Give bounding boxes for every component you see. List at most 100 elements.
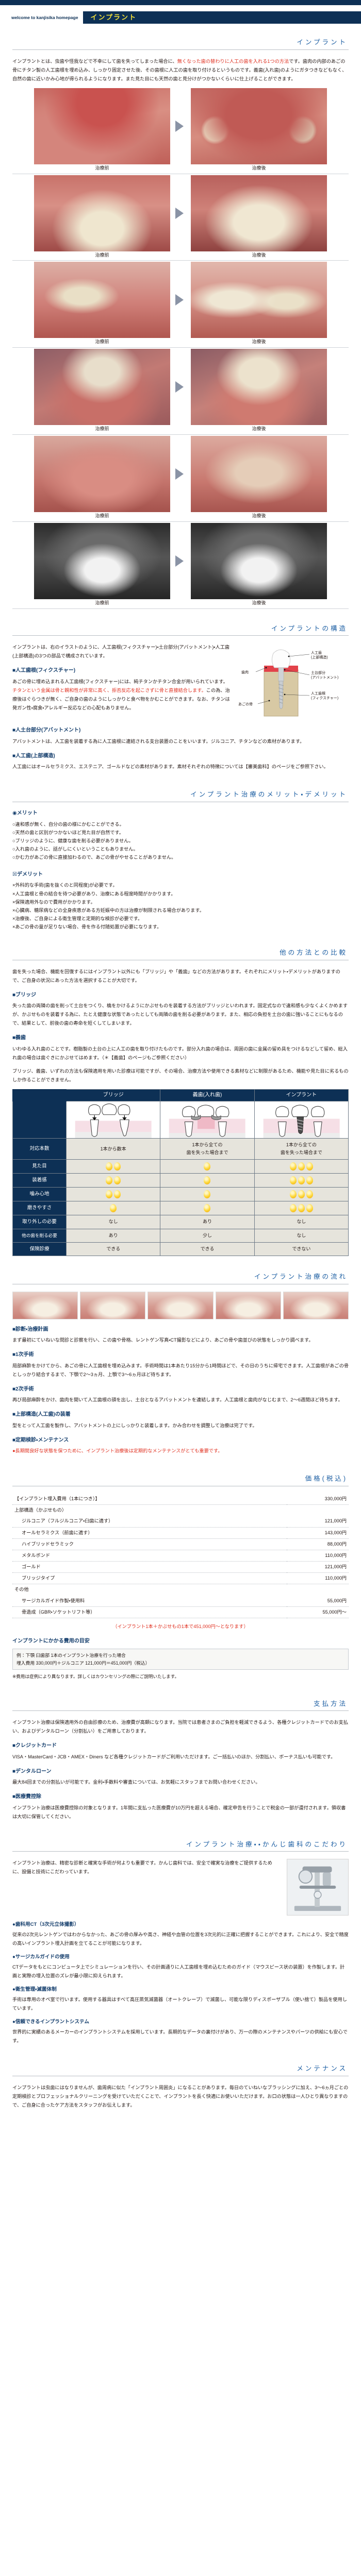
demerit-item: ×心臓病、糖尿病などの全身疾患がある方妊娠中の方は治療が制限される場合があります… [12,907,204,913]
caption-before: 治療前 [95,513,109,519]
price-row: オールセラミクス（前歯に適す） 143,000円 [12,1527,349,1539]
rating-eggs [68,1176,159,1184]
cell-implant: できない [254,1242,349,1257]
price-label: サージカルガイド作製・使用料 [12,1595,287,1607]
xray-after [191,522,327,599]
demerit-item: ×外科的な手術(歯を抜くのと同程度)が必要です。 [12,883,118,888]
photo-captions-6: 治療前 治療後 [12,599,349,609]
rating-eggs [161,1176,253,1184]
price-amount: 121,000円 [287,1516,349,1528]
cell-implant [254,1173,349,1188]
photo-pair-6 [12,522,349,599]
photo-before-4 [34,349,170,426]
rating-egg-icon [298,1204,305,1212]
price-sub-note: 例：下顎 臼歯部 1本のインプラント治療を行った場合 埋入費用 330,000円… [12,1649,349,1670]
flow-text-2: 局部麻酔をかけてから、あごの骨に人工歯根を埋め込みます。手術時間は1本あたり15… [12,1363,349,1377]
photo-after-4 [191,349,327,426]
cell-denture [160,1159,255,1174]
rating-egg-icon [306,1190,313,1198]
top-accent-bar [0,0,361,5]
rating-egg-icon [110,1204,117,1212]
ct-scanner-photo [287,1859,349,1916]
intro-part-b: です。歯肉の内部のあごの骨にチタン製の人工歯根を埋め込み、しっかり固定させた後、… [12,58,347,81]
compare-closing: ブリッジ、義歯、いずれの方法も保険適用を用いた診療は可能ですが、その場合、治療方… [12,1068,349,1082]
flow-text-5: ●長期間良好な状態を保つために、インプラント治療後は定期的なメンテナンスがとても… [12,1448,223,1454]
price-label: メタルボンド [12,1550,287,1562]
row-label: 他の歯を削る必要 [12,1228,67,1243]
table-row: 磨きやすさ [12,1201,349,1215]
demerit-item: ×人工歯根と骨の結合を待つ必要があり、治療にある程度時間がかかります。 [12,891,176,896]
price-amount: 330,000円 [287,1494,349,1505]
equipment-head-2: ●サージカルガイドの使用 [12,1954,70,1960]
merit-item: ○入れ歯のように、話がしにくいということもありません。 [12,846,138,852]
demerit-item: ×治療後、ご自身による衛生管理と定期的な検診が必要です。 [12,916,143,921]
section-heading-merits: インプラント治療のメリット・デメリット [12,776,349,803]
price-row: 上部構造（かぶせもの） [12,1505,349,1516]
merit-item: ○ブリッジのように、健康な歯を削る必要がありません。 [12,838,134,843]
table-row: 装着感 [12,1173,349,1188]
table-row: 取り外しの必要 なし あり なし [12,1215,349,1229]
rating-egg-icon [204,1162,211,1171]
rating-eggs [256,1162,347,1171]
rating-egg-icon [298,1190,305,1198]
price-label: オールセラミクス（前歯に適す） [12,1527,287,1539]
intro-paragraph: インプラントとは、虫歯や怪我などで不幸にして歯を失ってしまった場合に、無くなった… [12,57,349,83]
compare-text-bridge: 失った歯の両隣の歯を削って土台をつくり、橋をかけるようにかぶせものを装着する方法… [12,1003,348,1026]
caption-after: 治療後 [252,339,266,345]
photo-captions-4: 治療前 治療後 [12,425,349,435]
rating-eggs [256,1204,347,1212]
th-denture: 義歯(入れ歯) [160,1089,255,1102]
illus-bridge [65,1101,161,1139]
cell-implant [254,1159,349,1174]
price-amount [287,1584,349,1596]
flow-head-5: ■定期検診・メンテナンス [12,1437,69,1443]
label-abutment-sub: (アバットメント) [311,675,338,680]
payment-head-loan: ■デンタルローン [12,1768,52,1774]
price-label: ジルコニア（フルジルコニア・臼歯に適す） [12,1516,287,1528]
table-row: 保険診療 できる できる できない [12,1242,349,1257]
price-amount: 110,000円 [287,1550,349,1562]
cell-denture: できる [160,1242,255,1257]
compare-text-denture: いわゆる入れ歯のことです。樹脂製の土台の上に人工の歯を取り付けたものです。部分入… [12,1046,348,1060]
payment-text-card: VISA・MasterCard・JCB・AMEX・Diners など各種クレジッ… [12,1754,336,1759]
equipment-text-2: CTデータをもとにコンピュータ上でシミュレーションを行い、その計画通りに人工歯根… [12,1964,345,1979]
label-abutment: 土台部分 [311,670,325,675]
photo-before-5 [34,436,170,513]
photo-pair-5 [12,436,349,513]
payment-text-loan: 最大84回までの分割払いが可能です。金利・手数料や審査については、お気軽にスタッ… [12,1780,260,1785]
merit-heading: ◉メリット [12,810,38,817]
merit-list: ○違和感が無く、自分の歯の様にかむことができる。 ○天然の歯と区別がつかないほど… [12,820,349,861]
price-label: 骨造成（GBR・ソケットリフト等） [12,1606,287,1618]
photo-pair-1 [12,88,349,164]
rating-egg-icon [298,1162,305,1171]
cell-bridge: あり [65,1228,161,1243]
rating-egg-icon [306,1204,313,1212]
price-label: ハイブリッドセラミック [12,1538,287,1550]
intro-highlight: 無くなった歯の替わりに人工の歯を入れる1つの方法 [177,58,289,64]
label-fixture-sub: (フィクスチャー) [311,696,338,700]
arrow-icon [175,468,186,480]
price-label: ブリッジタイプ [12,1572,287,1585]
rating-eggs [161,1190,253,1198]
cell-implant: なし [254,1215,349,1229]
caption-before: 治療前 [95,339,109,345]
cell-implant: なし [254,1228,349,1243]
photo-after-2 [191,175,327,251]
table-row: 噛み心地 [12,1187,349,1201]
flow-image-strip [12,1291,349,1319]
price-note-red: （インプラント1本＋かぶせもの1本で451,000円～となります） [112,1623,249,1629]
demerit-heading-label: デメリット [17,871,43,877]
before-after-gallery: 治療前 治療後 治療前 治療後 治療前 治療後 [12,88,349,609]
denture-illustration [169,1105,245,1139]
price-label: ゴールド [12,1561,287,1573]
price-label: 上部構造（かぶせもの） [14,1507,67,1513]
row-label: 噛み心地 [12,1187,67,1201]
th-bridge: ブリッジ [65,1089,161,1102]
compare-lead: 歯を失った場合、機能を回復するにはインプラント以外にも「ブリッジ」や「義歯」など… [12,969,340,983]
fixture-text-red: チタンという金属は骨と親和性が非常に高く、拒否反応を起こさずに骨と直接結合します… [12,687,206,693]
rating-egg-icon [106,1176,113,1184]
photo-before-1 [34,88,170,164]
row-label: 取り外しの必要 [12,1215,67,1229]
flow-image-5 [283,1291,349,1319]
intro-part-a: インプラントとは、虫歯や怪我などで不幸にして歯を失ってしまった場合に、 [12,58,177,64]
